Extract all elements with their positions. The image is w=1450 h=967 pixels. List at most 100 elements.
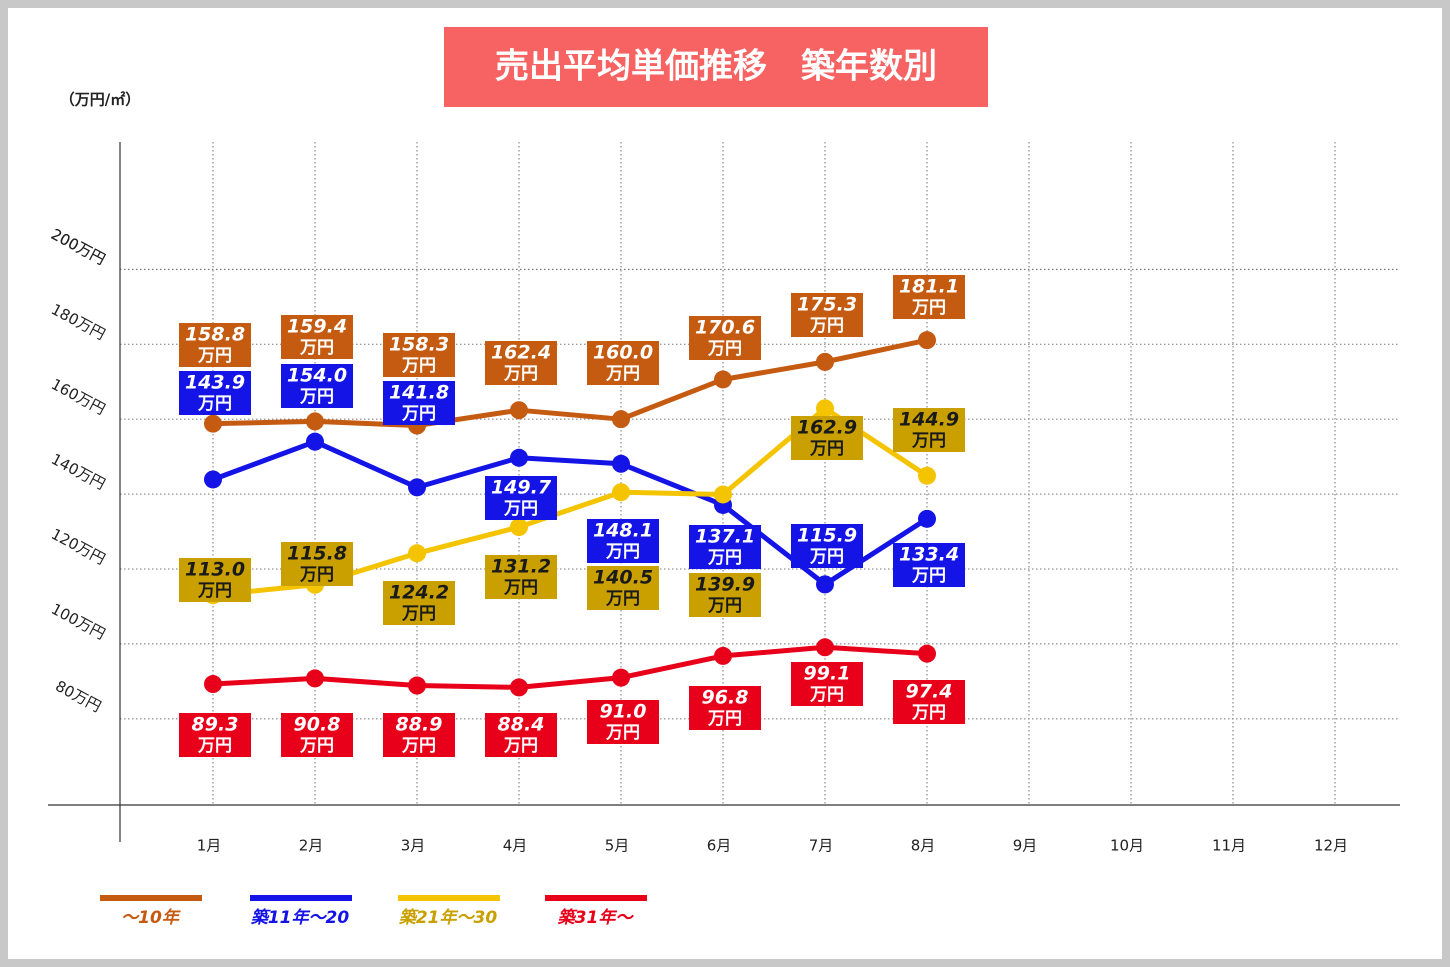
data-label: 159.4	[287, 316, 347, 338]
data-label-box	[485, 555, 557, 599]
data-label: 149.7	[491, 477, 552, 499]
data-point	[510, 678, 528, 697]
data-label-box	[281, 315, 353, 359]
data-label-unit: 万円	[299, 565, 334, 585]
data-label-unit: 万円	[503, 364, 538, 384]
data-label: 139.9	[695, 574, 755, 596]
data-point	[714, 646, 732, 665]
data-point	[408, 544, 426, 563]
data-point	[612, 668, 630, 687]
data-label-box	[179, 323, 251, 367]
data-label: 141.8	[389, 382, 449, 404]
x-tick-label: 6月	[707, 837, 732, 855]
data-label: 131.2	[491, 556, 551, 578]
data-label-unit: 万円	[707, 548, 742, 568]
data-label: 99.1	[804, 663, 851, 685]
data-label-unit: 万円	[707, 709, 742, 729]
data-point	[816, 638, 834, 657]
background	[8, 8, 1442, 959]
series-line	[212, 337, 928, 429]
data-label: 115.9	[797, 525, 857, 547]
y-unit: （万円/㎡）	[60, 91, 140, 109]
legend-label: 築21年～30	[399, 908, 497, 928]
data-label: 97.4	[906, 681, 953, 703]
data-label-box	[791, 416, 863, 460]
data-label-box	[587, 519, 659, 563]
data-label-unit: 万円	[401, 356, 436, 376]
data-point	[918, 509, 936, 528]
data-point	[204, 675, 222, 694]
data-label-box	[893, 408, 965, 452]
data-label-unit: 万円	[197, 581, 232, 601]
data-label-box	[383, 381, 455, 425]
data-label: 88.9	[396, 714, 443, 736]
data-label-unit: 万円	[401, 604, 436, 624]
data-label: 124.2	[389, 582, 449, 604]
data-label: 115.8	[287, 543, 347, 565]
data-label-unit: 万円	[401, 404, 436, 424]
data-point	[510, 518, 528, 537]
x-tick-label: 10月	[1110, 837, 1144, 855]
data-label: 170.6	[695, 317, 755, 339]
x-tick-label: 9月	[1013, 837, 1038, 855]
data-label-unit: 万円	[503, 578, 538, 598]
data-label-box	[281, 542, 353, 586]
data-label-box	[893, 680, 965, 724]
data-label: 140.5	[593, 567, 653, 589]
data-point	[714, 370, 732, 389]
data-label: 89.3	[192, 714, 239, 736]
x-tick-label: 11月	[1212, 837, 1246, 855]
data-point	[714, 485, 732, 504]
data-point	[510, 448, 528, 467]
data-label: 88.4	[498, 714, 545, 736]
data-label: 143.9	[185, 372, 245, 394]
data-label-unit: 万円	[299, 338, 334, 358]
data-label: 158.3	[389, 334, 449, 356]
x-tick-label: 2月	[299, 837, 324, 855]
data-label: 160.0	[593, 342, 653, 364]
data-label-unit: 万円	[197, 394, 232, 414]
data-label-box	[281, 713, 353, 757]
data-point	[816, 352, 834, 371]
data-label-unit: 万円	[911, 431, 946, 451]
x-tick-label: 7月	[809, 837, 834, 855]
data-label-box	[587, 700, 659, 744]
series-line	[212, 439, 929, 587]
data-point	[510, 401, 528, 420]
data-point	[408, 478, 426, 497]
data-point	[612, 483, 630, 502]
data-label-box	[689, 525, 761, 569]
data-label: 137.1	[695, 526, 755, 548]
x-tick-label: 3月	[401, 837, 426, 855]
data-point	[306, 669, 324, 688]
data-point	[204, 470, 222, 489]
data-label: 162.9	[797, 417, 857, 439]
data-point	[918, 466, 936, 485]
data-label-unit: 万円	[911, 703, 946, 723]
data-point	[612, 454, 630, 473]
data-label-unit: 万円	[503, 736, 538, 756]
data-label-unit: 万円	[197, 736, 232, 756]
data-label-unit: 万円	[707, 339, 742, 359]
data-label-box	[587, 341, 659, 385]
legend-label: ～10年	[121, 908, 181, 928]
data-label-unit: 万円	[707, 596, 742, 616]
legend-label: 築11年～20	[251, 908, 349, 928]
data-label-box	[179, 713, 251, 757]
series-line	[212, 644, 928, 690]
data-label-unit: 万円	[605, 589, 640, 609]
data-label-box	[485, 476, 557, 520]
data-label-unit: 万円	[197, 346, 232, 366]
data-label-unit: 万円	[299, 387, 334, 407]
data-label-box	[383, 581, 455, 625]
data-label-box	[791, 293, 863, 337]
data-point	[918, 331, 936, 350]
data-label-unit: 万円	[605, 723, 640, 743]
data-label: 148.1	[593, 520, 653, 542]
data-label-unit: 万円	[605, 364, 640, 384]
data-label: 96.8	[702, 687, 749, 709]
data-point	[306, 432, 324, 451]
data-label: 91.0	[600, 701, 647, 723]
x-tick-label: 12月	[1314, 837, 1348, 855]
data-label-unit: 万円	[401, 736, 436, 756]
